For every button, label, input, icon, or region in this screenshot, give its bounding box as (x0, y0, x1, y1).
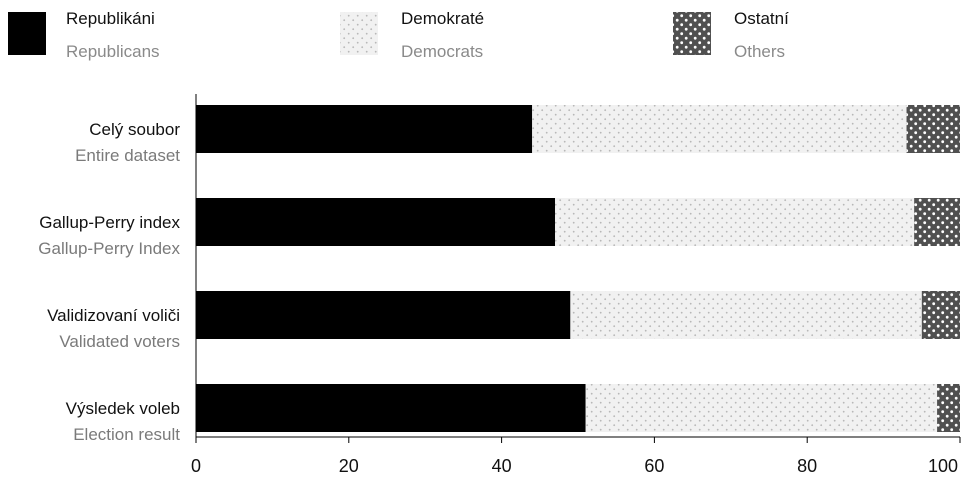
bar-democrats-2 (570, 291, 922, 339)
bar-democrats-0 (532, 105, 907, 153)
category-label-0: Celý soubor (89, 120, 180, 139)
category-label-2: Validizovaní voliči (47, 306, 180, 325)
x-tick-label-20: 20 (339, 456, 359, 476)
bar-others-1 (914, 198, 960, 246)
bar-republicans-3 (196, 384, 586, 432)
legend-swatch-democrats (340, 12, 378, 55)
x-tick-label-100: 100 (928, 456, 958, 476)
bar-democrats-3 (585, 384, 938, 432)
category-sublabel-2: Validated voters (59, 332, 180, 351)
category-label-1: Gallup-Perry index (39, 213, 180, 232)
x-tick-label-40: 40 (492, 456, 512, 476)
legend-swatch-others (673, 12, 711, 55)
bar-republicans-1 (196, 198, 556, 246)
bar-democrats-1 (555, 198, 915, 246)
bar-others-0 (906, 105, 960, 153)
category-sublabel-0: Entire dataset (75, 146, 180, 165)
legend: Republikáni Republicans Demokraté Democr… (8, 9, 789, 61)
bars (196, 105, 960, 432)
bar-others-3 (937, 384, 960, 432)
legend-item-republicans: Republikáni Republicans (8, 9, 160, 61)
bar-others-2 (921, 291, 960, 339)
bar-republicans-2 (196, 291, 571, 339)
legend-item-others: Ostatní Others (673, 9, 789, 61)
legend-sublabel-others: Others (734, 42, 785, 61)
legend-sublabel-democrats: Democrats (401, 42, 483, 61)
legend-swatch-republicans (8, 12, 46, 55)
x-axis-ticks: 0 20 40 60 80 100 (191, 437, 961, 476)
legend-label-others: Ostatní (734, 9, 789, 28)
category-sublabel-1: Gallup-Perry Index (38, 239, 180, 258)
x-tick-label-60: 60 (644, 456, 664, 476)
category-label-3: Výsledek voleb (66, 399, 180, 418)
x-tick-label-80: 80 (797, 456, 817, 476)
category-labels: Celý soubor Entire dataset Gallup-Perry … (38, 120, 180, 444)
legend-label-democrats: Demokraté (401, 9, 484, 28)
category-sublabel-3: Election result (73, 425, 180, 444)
legend-sublabel-republicans: Republicans (66, 42, 160, 61)
x-tick-label-0: 0 (191, 456, 201, 476)
legend-item-democrats: Demokraté Democrats (340, 9, 484, 61)
legend-label-republicans: Republikáni (66, 9, 155, 28)
bar-republicans-0 (196, 105, 533, 153)
